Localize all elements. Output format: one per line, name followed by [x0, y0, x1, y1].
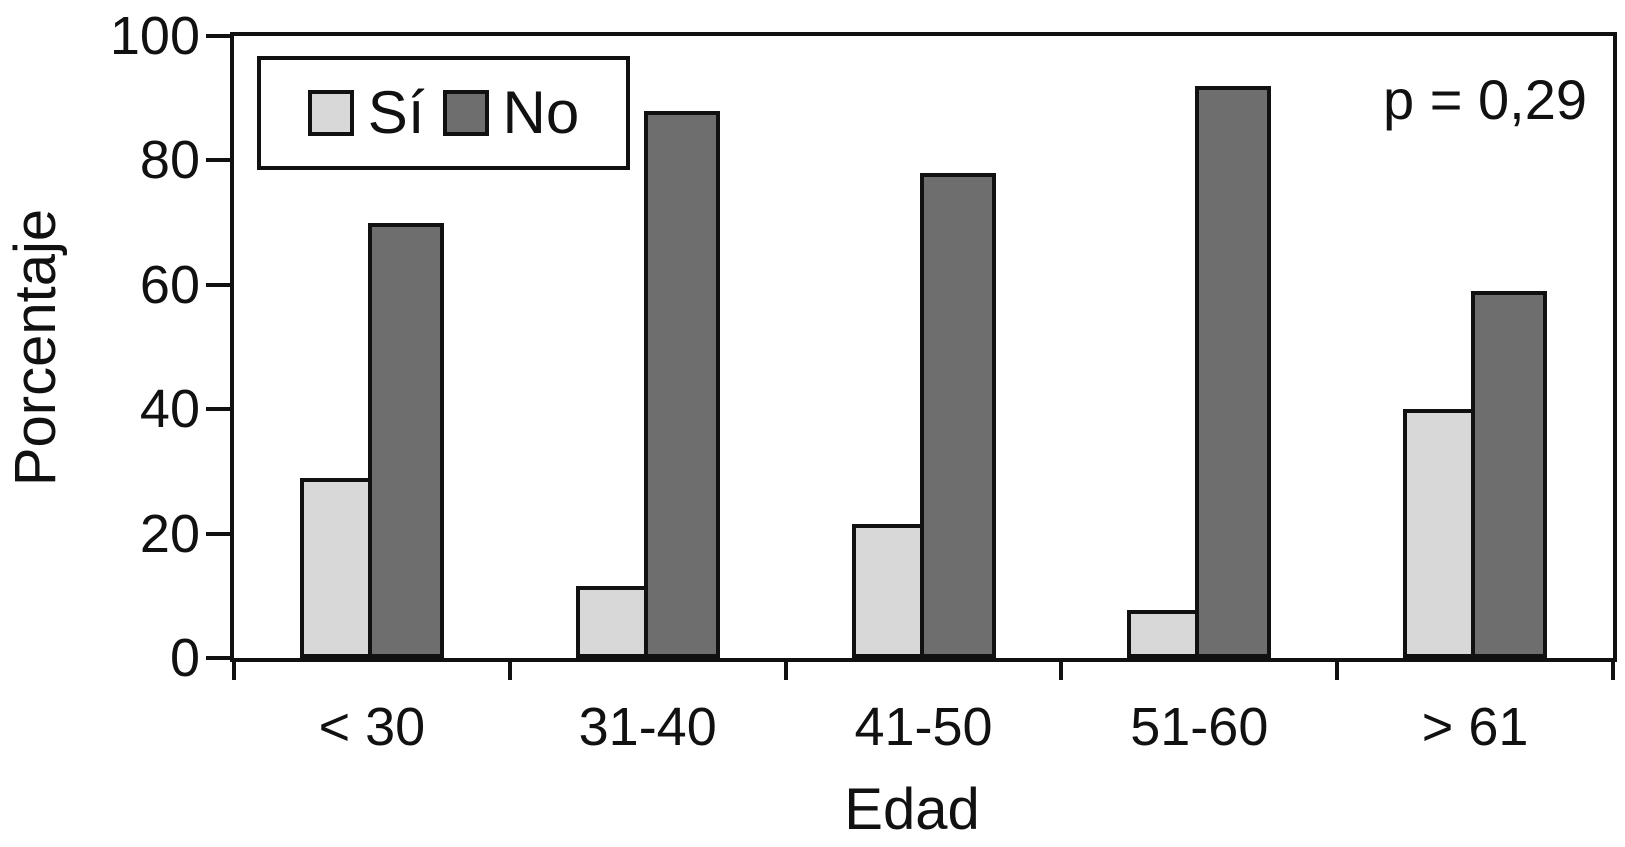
- legend-swatch-si: [307, 90, 354, 136]
- y-tick-label: 40: [139, 379, 200, 440]
- bar-no-1: [643, 111, 720, 658]
- plot-area: Sí No: [230, 32, 1617, 662]
- x-axis-title: Edad: [844, 777, 980, 842]
- x-tick: [232, 658, 236, 680]
- y-tick: [206, 531, 230, 536]
- bar-si-4: [1403, 409, 1476, 658]
- x-tick: [507, 658, 512, 680]
- legend-label-si: Sí: [367, 79, 425, 146]
- p-value-annotation: p = 0,29: [1383, 68, 1587, 131]
- y-tick-label: 80: [139, 130, 200, 191]
- bar-si-0: [299, 478, 372, 658]
- legend-item-si: Sí: [307, 79, 425, 146]
- bar-si-3: [1127, 610, 1200, 658]
- y-tick: [206, 656, 230, 660]
- y-tick-label: 0: [169, 628, 200, 688]
- bar-no-2: [919, 173, 996, 658]
- bar-si-1: [575, 586, 648, 658]
- y-axis-title: Porcentaje: [3, 208, 69, 486]
- y-tick: [206, 282, 230, 287]
- x-tick-label: 41-50: [854, 697, 993, 757]
- y-tick: [206, 407, 230, 412]
- bar-no-4: [1471, 291, 1548, 658]
- x-tick: [783, 658, 788, 680]
- legend-item-no: No: [442, 79, 580, 146]
- bar-no-0: [367, 223, 444, 658]
- x-tick-label: 51-60: [1130, 697, 1269, 757]
- legend: Sí No: [257, 56, 630, 170]
- y-axis-title-box: Porcentaje: [0, 32, 72, 662]
- y-tick-label: 100: [109, 6, 200, 66]
- x-tick: [1335, 658, 1340, 680]
- x-tick: [1059, 658, 1064, 680]
- bar-no-3: [1195, 86, 1272, 658]
- y-tick-label: 60: [139, 254, 200, 315]
- x-tick-label: > 61: [1421, 697, 1529, 757]
- bars-layer: [234, 36, 1613, 658]
- y-tick: [206, 34, 230, 38]
- y-tick: [206, 158, 230, 163]
- legend-label-no: No: [502, 79, 580, 146]
- y-tick-label: 20: [139, 503, 200, 564]
- bar-si-2: [851, 524, 924, 658]
- x-tick-label: < 30: [318, 697, 426, 757]
- x-tick: [1611, 658, 1615, 680]
- legend-swatch-no: [442, 90, 489, 136]
- x-tick-label: 31-40: [578, 697, 717, 757]
